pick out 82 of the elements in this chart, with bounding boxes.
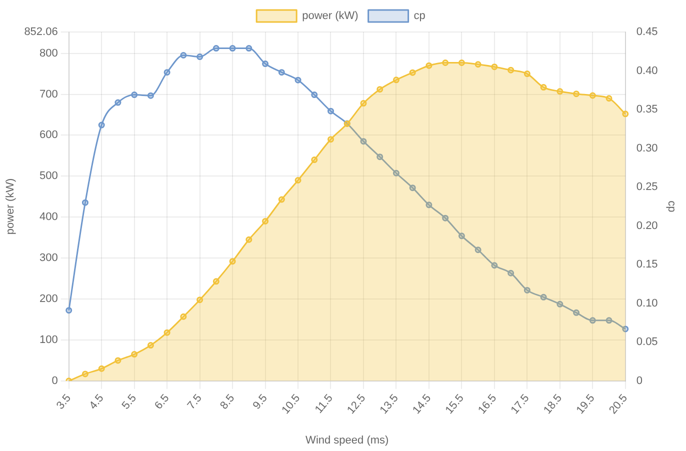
point	[131, 351, 138, 358]
y2-tick-label: 0.15	[636, 258, 658, 271]
y-tick-label: 600	[39, 129, 58, 142]
y2-tick-label: 0.30	[636, 142, 658, 154]
point	[392, 76, 400, 84]
x-tick-label: 7.5	[185, 392, 204, 412]
x-tick-label: 6.5	[152, 392, 172, 412]
x-tick-label: 8.5	[218, 392, 238, 412]
point	[426, 62, 432, 69]
point	[540, 84, 547, 91]
point	[508, 66, 514, 74]
point	[328, 136, 334, 143]
y-tick-label: 300	[39, 252, 58, 264]
y2-axis-title: cp	[665, 200, 678, 212]
point	[491, 64, 498, 70]
point	[262, 60, 269, 68]
y-tick-label: 852.06	[24, 26, 58, 38]
point	[311, 156, 318, 164]
y-tick-label: 0	[52, 374, 58, 387]
point	[147, 342, 154, 349]
point	[474, 61, 482, 68]
point	[229, 258, 236, 265]
point	[164, 69, 170, 76]
y2-tick-label: 0.40	[636, 64, 658, 77]
y2-tick-label: 0.35	[636, 104, 658, 116]
y-tick-label: 400	[39, 211, 58, 224]
point	[180, 313, 187, 320]
point	[131, 92, 138, 98]
point	[573, 90, 580, 98]
y-tick-label: 200	[39, 293, 58, 306]
point	[98, 122, 105, 128]
point	[328, 108, 334, 114]
point	[196, 54, 204, 60]
point	[278, 196, 285, 203]
point	[114, 99, 122, 106]
point	[376, 86, 384, 93]
point	[524, 70, 530, 78]
point	[98, 365, 105, 372]
y2-tick-label: 0.45	[636, 26, 658, 38]
point	[164, 329, 170, 336]
point	[311, 92, 318, 98]
point	[82, 199, 88, 206]
point	[66, 307, 72, 314]
point	[278, 69, 285, 76]
x-axis-title: Wind speed (ms)	[306, 434, 389, 446]
point	[360, 100, 367, 107]
point	[458, 59, 465, 66]
x-tick-label: 5.5	[120, 392, 139, 412]
y-tick-label: 800	[39, 47, 58, 60]
point	[212, 45, 220, 52]
point	[212, 278, 220, 285]
point	[294, 177, 302, 184]
point	[114, 357, 122, 364]
y-tick-label: 500	[39, 170, 58, 182]
point	[622, 110, 629, 118]
y-tick-label: 100	[39, 334, 58, 346]
point	[229, 45, 236, 52]
y-axis-title: power (kW)	[4, 178, 17, 235]
point	[246, 236, 252, 243]
y2-tick-label: 0.05	[636, 336, 658, 348]
point	[262, 218, 269, 224]
point	[147, 92, 154, 99]
y2-tick-label: 0.25	[636, 181, 658, 194]
legend-label: power (kW)	[302, 10, 358, 22]
point	[556, 88, 564, 95]
point	[82, 370, 88, 378]
point	[294, 76, 302, 84]
y2-tick-label: 0	[636, 374, 643, 387]
y2-tick-label: 0.20	[636, 220, 658, 232]
y2-tick-label: 0.10	[636, 297, 658, 310]
x-tick-label: 4.5	[87, 392, 106, 412]
point	[442, 59, 449, 66]
point	[196, 296, 204, 304]
y-tick-label: 700	[39, 88, 58, 100]
point	[180, 52, 187, 59]
point	[246, 45, 252, 52]
x-tick-label: 3.5	[54, 392, 74, 412]
point	[606, 95, 612, 102]
legend-label: cp	[414, 10, 426, 22]
x-tick-label: 9.5	[250, 392, 270, 412]
point	[409, 69, 416, 76]
point	[589, 92, 596, 99]
